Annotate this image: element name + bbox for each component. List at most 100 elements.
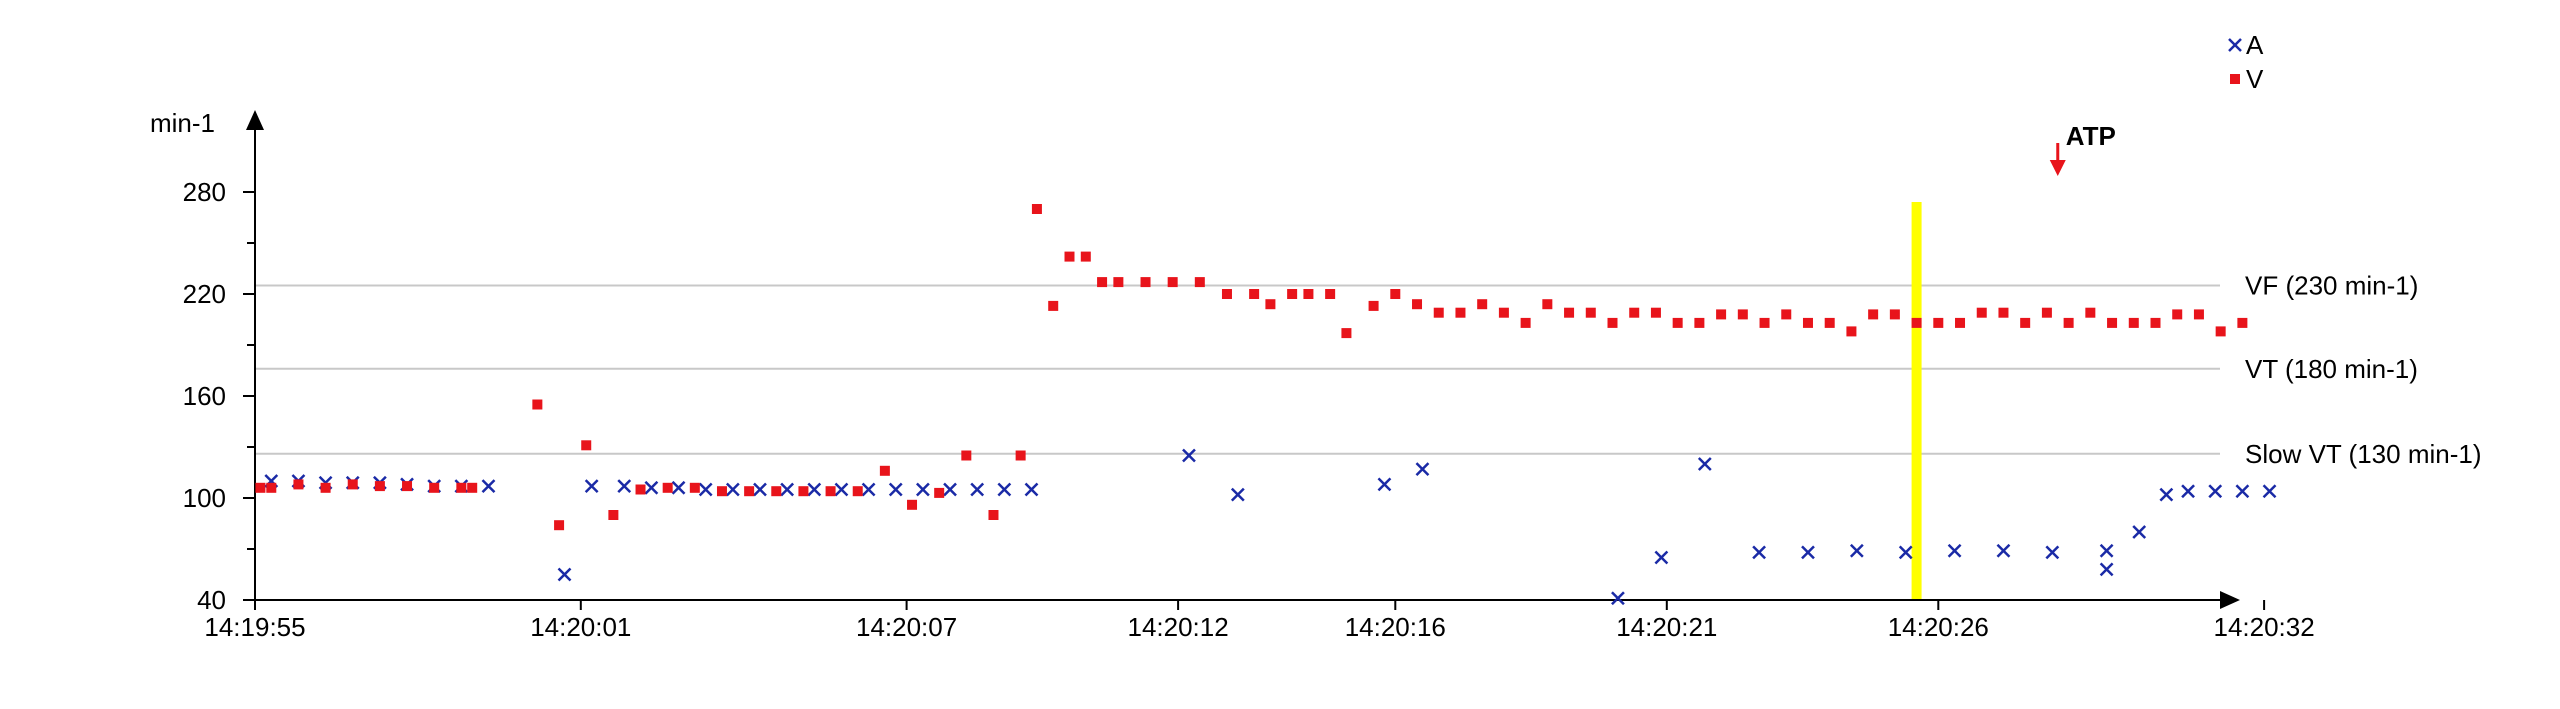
point-v <box>1303 289 1314 299</box>
point-a <box>970 482 985 497</box>
x-ticks: 14:19:55 14:20:01 14:20:07 14:20:12 14:20:16… <box>204 600 2315 642</box>
point-a <box>671 480 686 495</box>
point-v <box>2128 317 2139 328</box>
point-a-stroke <box>861 482 876 497</box>
point-v <box>2107 317 2118 328</box>
y-axis-arrow <box>246 110 264 130</box>
y-tick-label: 160 <box>183 381 226 411</box>
point-a <box>2181 484 2195 499</box>
point-a <box>1230 487 1245 502</box>
point-v <box>554 520 565 531</box>
point-a-stroke <box>780 482 795 497</box>
point-v <box>1140 277 1151 288</box>
point-a <box>1898 545 1913 560</box>
highlight-band <box>1911 202 1922 600</box>
point-v <box>771 486 782 497</box>
point-a-stroke <box>671 480 686 495</box>
point-v <box>1629 307 1640 318</box>
data-points <box>255 204 2277 606</box>
point-v <box>2041 307 2052 318</box>
point-a-stroke <box>1024 482 1039 497</box>
point-a-stroke <box>2045 545 2060 560</box>
point-v <box>716 486 727 497</box>
point-v <box>1048 300 1059 311</box>
reference-line-label: VF (230 min-1) <box>2245 271 2418 301</box>
point-a-stroke <box>557 567 572 582</box>
point-v <box>467 482 478 493</box>
point-a <box>780 482 795 497</box>
point-a <box>861 482 876 497</box>
y-tick-label: 100 <box>183 483 226 513</box>
point-v <box>1542 299 1553 310</box>
point-v <box>1716 309 1727 320</box>
point-v <box>1846 326 1857 337</box>
x-tick-label: 14:20:12 <box>1127 612 1228 642</box>
x-tick-label: 14:20:26 <box>1888 612 1989 642</box>
point-v <box>1368 300 1379 311</box>
x-tick-label: 14:20:32 <box>2213 612 2314 642</box>
point-a <box>2208 484 2223 499</box>
point-a <box>997 482 1012 497</box>
point-v <box>581 440 592 451</box>
legend: AV <box>2228 30 2264 94</box>
point-a-stroke <box>698 482 713 497</box>
point-v <box>1694 317 1705 328</box>
point-v <box>1520 317 1531 328</box>
point-v <box>1341 328 1352 339</box>
point-v <box>1390 289 1401 299</box>
point-a-stroke <box>2235 484 2250 499</box>
point-a <box>943 482 957 497</box>
point-a-stroke <box>2099 562 2114 577</box>
point-v <box>689 482 700 493</box>
point-v <box>1097 277 1108 288</box>
point-a-stroke <box>834 482 849 497</box>
point-a-stroke <box>753 482 767 497</box>
point-v <box>347 479 358 490</box>
point-a <box>834 482 849 497</box>
highlight-band-layer <box>1911 202 1922 600</box>
point-v <box>2193 309 2204 320</box>
point-a-stroke <box>2181 484 2195 499</box>
y-tick-label: 220 <box>183 279 226 309</box>
point-v <box>852 486 863 497</box>
legend-marker-a <box>2228 38 2242 52</box>
point-a-stroke <box>1415 462 1430 476</box>
point-a <box>617 479 632 493</box>
point-v <box>1976 307 1987 318</box>
point-v <box>1672 317 1683 328</box>
point-v <box>662 482 673 493</box>
point-a-stroke <box>970 482 985 497</box>
point-a-stroke <box>584 479 599 493</box>
point-v <box>2150 317 2161 328</box>
point-v <box>402 481 413 492</box>
point-a-stroke <box>1377 477 1392 492</box>
point-v <box>532 399 543 410</box>
y-axis-label: min-1 <box>150 108 215 138</box>
y-tick-label: 40 <box>197 585 226 615</box>
point-v <box>2237 317 2248 328</box>
point-v <box>1113 277 1124 288</box>
point-a-stroke <box>807 482 822 497</box>
point-a <box>1752 545 1766 560</box>
point-v <box>1167 277 1178 288</box>
point-a <box>584 479 599 493</box>
point-v <box>320 482 331 493</box>
point-a-stroke <box>1654 550 1669 565</box>
point-a-stroke <box>2159 487 2174 502</box>
point-v <box>1824 317 1835 328</box>
point-v <box>961 450 972 461</box>
point-v <box>1911 317 1922 328</box>
point-a <box>2045 545 2060 560</box>
point-v <box>456 482 467 493</box>
point-a-stroke <box>2132 525 2147 539</box>
point-v <box>1650 307 1661 318</box>
point-a <box>1024 482 1039 497</box>
point-v <box>1249 289 1260 299</box>
point-v <box>1998 307 2009 318</box>
point-a <box>557 567 572 582</box>
point-v <box>1064 251 1075 262</box>
point-a <box>753 482 767 497</box>
point-v <box>1287 289 1298 299</box>
point-v <box>1737 309 1748 320</box>
